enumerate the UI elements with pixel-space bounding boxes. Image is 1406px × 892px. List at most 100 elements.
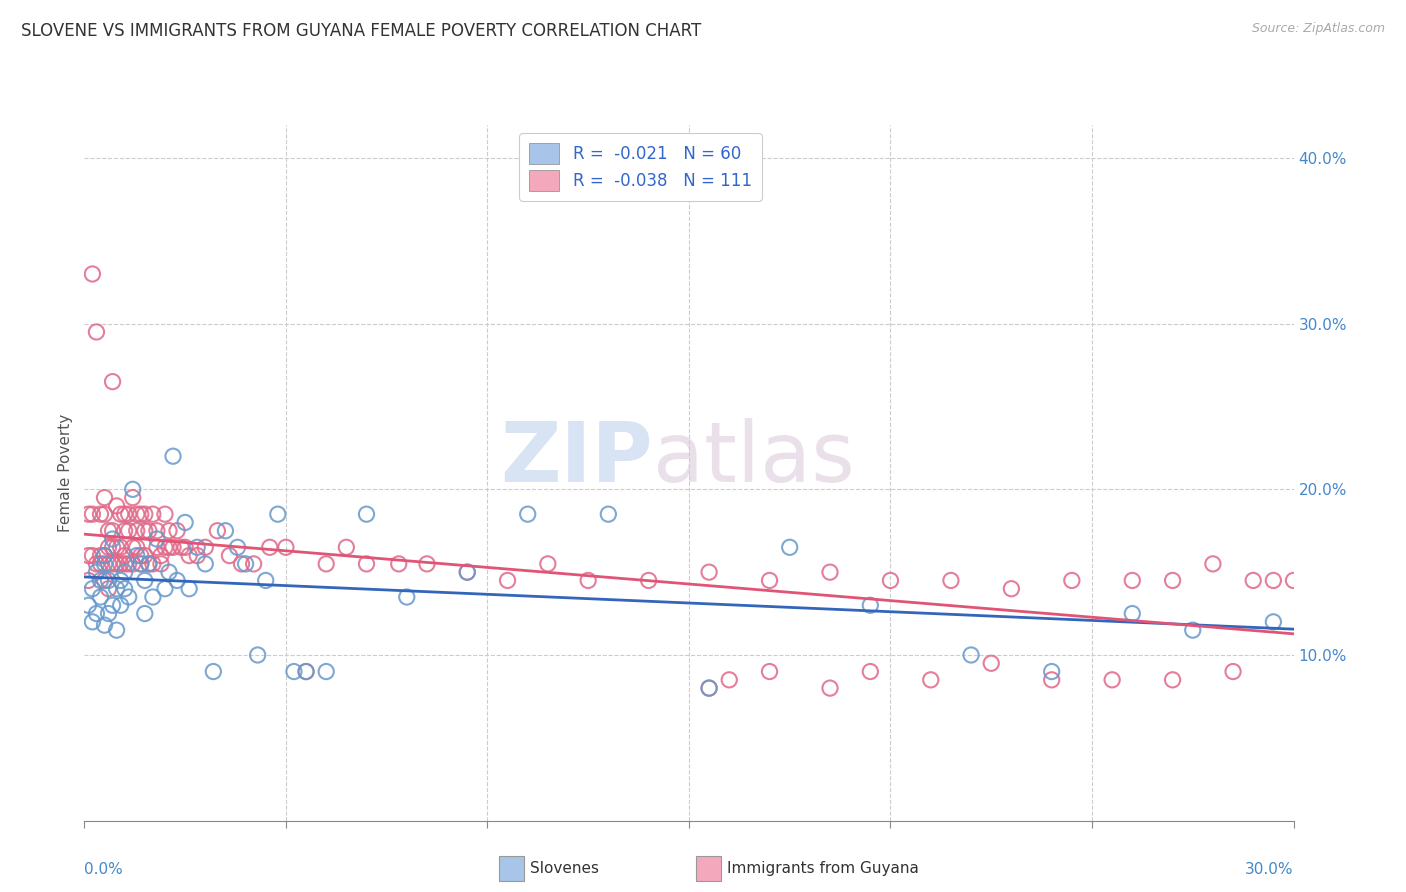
Point: [125, 507, 148, 521]
Point: [1343, 574, 1365, 588]
Point: [166, 524, 188, 538]
Point: [114, 565, 136, 579]
Point: [105, 557, 128, 571]
Point: [149, 549, 172, 563]
Point: [97, 582, 120, 596]
Point: [456, 565, 478, 579]
Point: [598, 507, 620, 521]
Point: [93, 491, 115, 505]
Point: [105, 582, 128, 596]
Point: [114, 507, 136, 521]
Point: [1121, 574, 1143, 588]
Point: [82, 615, 104, 629]
Point: [89, 507, 111, 521]
Point: [259, 541, 281, 555]
Point: [235, 557, 257, 571]
Point: [110, 599, 132, 613]
Point: [1181, 623, 1204, 637]
Point: [1263, 615, 1285, 629]
Point: [1000, 582, 1022, 596]
Point: [114, 524, 136, 538]
Point: [267, 507, 290, 521]
Point: [697, 681, 720, 695]
Point: [174, 541, 197, 555]
Point: [1161, 673, 1184, 687]
Point: [142, 507, 165, 521]
Point: [879, 574, 901, 588]
Point: [157, 541, 180, 555]
Point: [537, 557, 560, 571]
Point: [226, 541, 249, 555]
Point: [1282, 574, 1305, 588]
Point: [146, 532, 169, 546]
Point: [146, 541, 169, 555]
Point: [254, 574, 277, 588]
Point: [93, 618, 115, 632]
Point: [89, 574, 111, 588]
Point: [129, 507, 152, 521]
Point: [149, 557, 172, 571]
Point: [516, 507, 538, 521]
Point: [1101, 673, 1123, 687]
Point: [134, 549, 156, 563]
Point: [496, 574, 519, 588]
Point: [818, 565, 841, 579]
Point: [105, 623, 128, 637]
Point: [1302, 565, 1324, 579]
Point: [121, 491, 143, 505]
Point: [202, 665, 225, 679]
Point: [170, 541, 193, 555]
Point: [1040, 673, 1063, 687]
Point: [82, 267, 104, 281]
Point: [101, 557, 124, 571]
Point: [101, 532, 124, 546]
Point: [77, 599, 100, 613]
Point: [129, 557, 152, 571]
Point: [194, 541, 217, 555]
Point: [125, 524, 148, 538]
Point: [93, 549, 115, 563]
Point: [246, 648, 269, 662]
Point: [129, 557, 152, 571]
Point: [576, 574, 599, 588]
Point: [162, 449, 184, 463]
Point: [82, 507, 104, 521]
Point: [129, 549, 152, 563]
Legend: R =  -0.021   N = 60, R =  -0.038   N = 111: R = -0.021 N = 60, R = -0.038 N = 111: [519, 133, 762, 201]
Point: [960, 648, 983, 662]
Point: [456, 565, 478, 579]
Point: [1222, 665, 1244, 679]
Point: [121, 483, 143, 497]
Point: [118, 524, 141, 538]
Text: Slovenes: Slovenes: [530, 862, 599, 876]
Point: [142, 590, 165, 604]
Point: [97, 557, 120, 571]
Text: 0.0%: 0.0%: [84, 862, 124, 877]
Point: [356, 557, 378, 571]
Point: [231, 557, 253, 571]
Point: [697, 565, 720, 579]
Point: [97, 524, 120, 538]
Point: [118, 507, 141, 521]
Point: [859, 665, 882, 679]
Text: SLOVENE VS IMMIGRANTS FROM GUYANA FEMALE POVERTY CORRELATION CHART: SLOVENE VS IMMIGRANTS FROM GUYANA FEMALE…: [21, 22, 702, 40]
Point: [186, 541, 208, 555]
Point: [356, 507, 378, 521]
Point: [214, 524, 236, 538]
Point: [1121, 607, 1143, 621]
Point: [186, 549, 208, 563]
Point: [89, 590, 111, 604]
Point: [1161, 574, 1184, 588]
Point: [121, 541, 143, 555]
Point: [142, 557, 165, 571]
Point: [283, 665, 305, 679]
Point: [97, 607, 120, 621]
Point: [1202, 557, 1225, 571]
Point: [859, 599, 882, 613]
Point: [77, 549, 100, 563]
Point: [818, 681, 841, 695]
Point: [138, 557, 160, 571]
Point: [125, 541, 148, 555]
Point: [101, 541, 124, 555]
Point: [89, 557, 111, 571]
